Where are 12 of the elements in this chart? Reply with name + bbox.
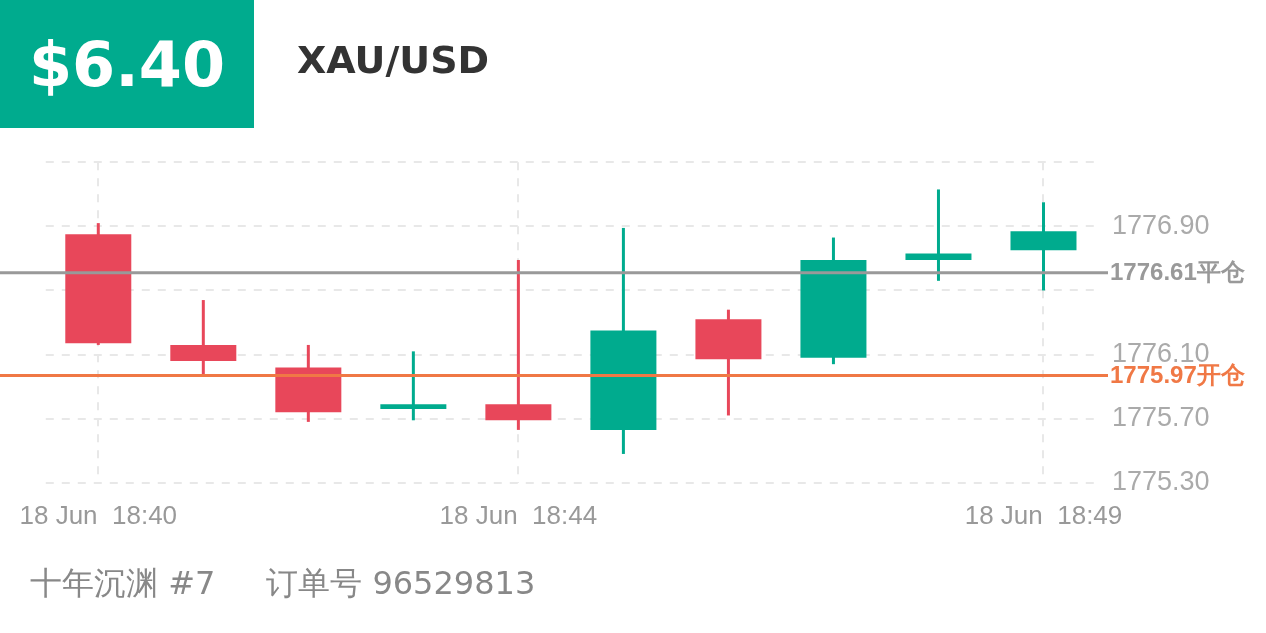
candlestick xyxy=(380,351,447,421)
y-tick-label: 1776.90 xyxy=(1112,209,1210,240)
text: $6.40 xyxy=(0,0,254,128)
y-tick-label: 1775.70 xyxy=(1112,402,1210,433)
chart-title: XAU/USD xyxy=(297,38,490,82)
x-tick-label: 18 Jun 18:40 xyxy=(19,499,178,530)
candlestick xyxy=(905,189,972,281)
x-tick-label: 18 Jun 18:49 xyxy=(964,499,1123,530)
ref-line-label: 1776.61平仓 xyxy=(1110,258,1246,286)
x-tick-label: 18 Jun 18:44 xyxy=(439,499,598,530)
y-tick-label: 1775.30 xyxy=(1112,466,1210,497)
text: 十年沉渊 #7 订单号 96529813 xyxy=(30,564,536,602)
